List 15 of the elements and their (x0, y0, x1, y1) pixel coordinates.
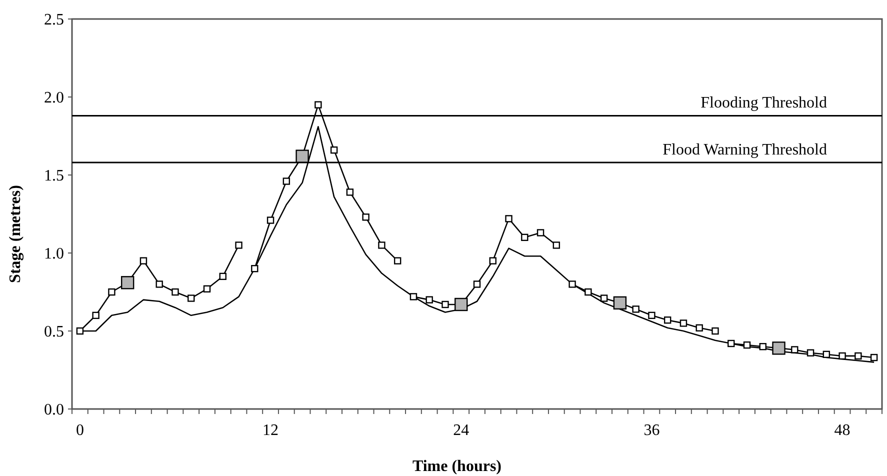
y-tick-label: 2.0 (44, 90, 64, 107)
y-tick-label: 1.0 (44, 246, 64, 263)
ref-line-label: Flooding Threshold (700, 94, 827, 112)
x-axis-title: Time (hours) (412, 458, 502, 475)
x-tick-label: 24 (453, 422, 470, 439)
x-tick-label: 0 (76, 422, 84, 439)
y-axis-title: Stage (metres) (7, 185, 24, 283)
y-tick-label: 2.5 (44, 12, 64, 29)
x-tick-label: 12 (262, 422, 279, 439)
y-tick-label: 0.5 (44, 324, 64, 341)
x-tick-label: 36 (644, 422, 660, 439)
y-tick-label: 1.5 (44, 168, 64, 185)
y-tick-label: 0.0 (44, 402, 64, 419)
x-tick-label: 48 (834, 422, 850, 439)
ref-line-label: Flood Warning Threshold (662, 142, 827, 159)
